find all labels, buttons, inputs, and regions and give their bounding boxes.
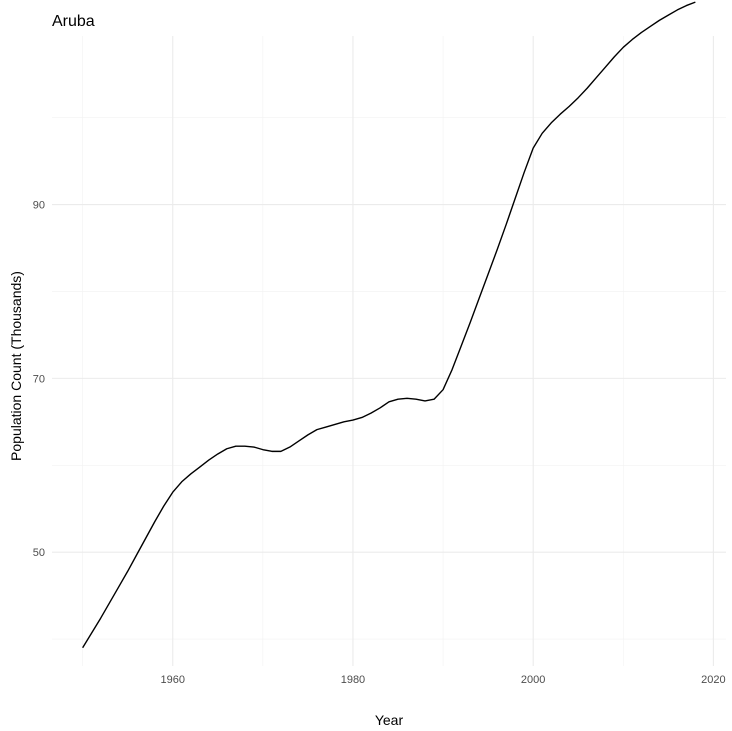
x-tick-label: 1980 <box>341 674 365 686</box>
minor-gridlines <box>52 36 726 666</box>
population-series-line <box>82 1 696 649</box>
y-tick-label: 90 <box>33 200 45 212</box>
x-tick-label: 2020 <box>701 674 725 686</box>
chart-title: Aruba <box>52 13 95 30</box>
y-tick-label: 50 <box>33 547 45 559</box>
x-axis-tick-labels: 1960 1980 2000 2020 <box>161 674 726 686</box>
y-tick-label: 70 <box>33 373 45 385</box>
x-tick-label: 1960 <box>161 674 185 686</box>
y-axis-tick-labels: 50 70 90 <box>33 200 45 560</box>
major-gridlines <box>52 36 726 666</box>
y-axis-title: Population Count (Thousands) <box>8 271 24 461</box>
x-axis-title: Year <box>375 712 404 728</box>
x-tick-label: 2000 <box>521 674 545 686</box>
